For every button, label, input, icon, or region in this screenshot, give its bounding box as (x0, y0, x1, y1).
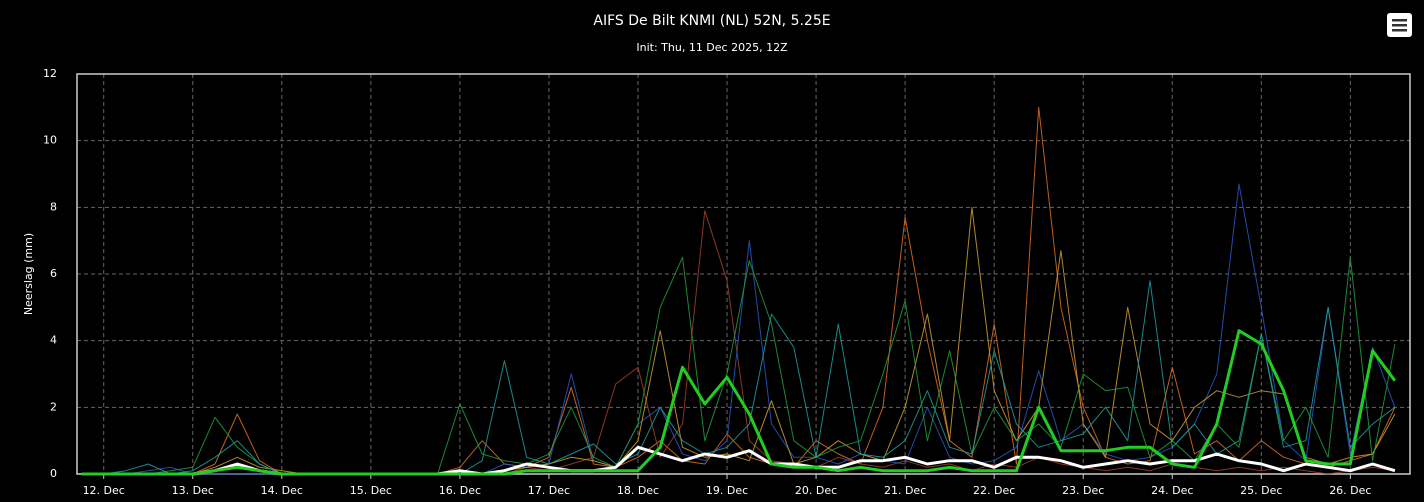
y-tick-label: 8 (50, 200, 57, 213)
x-tick-label: 16. Dec (439, 484, 481, 497)
y-tick-label: 12 (43, 67, 57, 80)
menu-bar (1392, 29, 1407, 32)
x-tick-label: 14. Dec (261, 484, 303, 497)
x-tick-label: 15. Dec (350, 484, 392, 497)
y-tick-label: 4 (50, 334, 57, 347)
y-tick-label: 10 (43, 134, 57, 147)
menu-bar (1392, 19, 1407, 22)
x-tick-label: 19. Dec (706, 484, 748, 497)
x-tick-label: 25. Dec (1240, 484, 1282, 497)
x-tick-label: 13. Dec (172, 484, 214, 497)
x-tick-label: 26. Dec (1329, 484, 1371, 497)
menu-bar (1392, 24, 1407, 27)
x-tick-label: 21. Dec (884, 484, 926, 497)
series-line (81, 329, 1397, 476)
x-tick-label: 20. Dec (795, 484, 837, 497)
x-tick-label: 23. Dec (1062, 484, 1104, 497)
y-axis-label: Neerslag (mm) (22, 233, 35, 315)
chart-title: AIFS De Bilt KNMI (NL) 52N, 5.25E (593, 13, 830, 29)
y-tick-label: 2 (50, 400, 57, 413)
x-tick-label: 24. Dec (1151, 484, 1193, 497)
x-tick-label: 18. Dec (617, 484, 659, 497)
x-tick-label: 17. Dec (528, 484, 570, 497)
chart-subtitle: Init: Thu, 11 Dec 2025, 12Z (636, 41, 788, 54)
y-tick-label: 6 (50, 267, 57, 280)
x-tick-label: 22. Dec (973, 484, 1015, 497)
x-tick-label: 12. Dec (83, 484, 125, 497)
y-tick-label: 0 (50, 467, 57, 480)
menu-button[interactable] (1387, 13, 1412, 37)
plot-frame (76, 73, 1411, 475)
